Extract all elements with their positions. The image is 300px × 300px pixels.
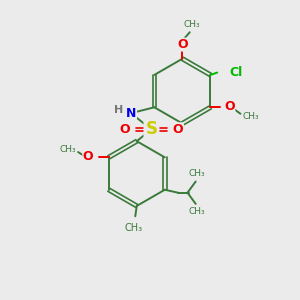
Text: CH₃: CH₃ — [189, 207, 205, 216]
Text: O: O — [177, 38, 188, 51]
Text: CH₃: CH₃ — [184, 20, 200, 29]
Text: N: N — [126, 107, 136, 120]
Text: H: H — [114, 105, 123, 115]
Text: CH₃: CH₃ — [59, 146, 76, 154]
Text: O: O — [173, 123, 183, 136]
Text: O: O — [120, 123, 130, 136]
Text: CH₃: CH₃ — [125, 223, 143, 233]
Text: O: O — [224, 100, 235, 113]
Text: CH₃: CH₃ — [189, 169, 205, 178]
Text: O: O — [83, 150, 93, 163]
Text: Cl: Cl — [229, 66, 242, 79]
Text: CH₃: CH₃ — [243, 112, 260, 121]
Text: S: S — [146, 120, 158, 138]
